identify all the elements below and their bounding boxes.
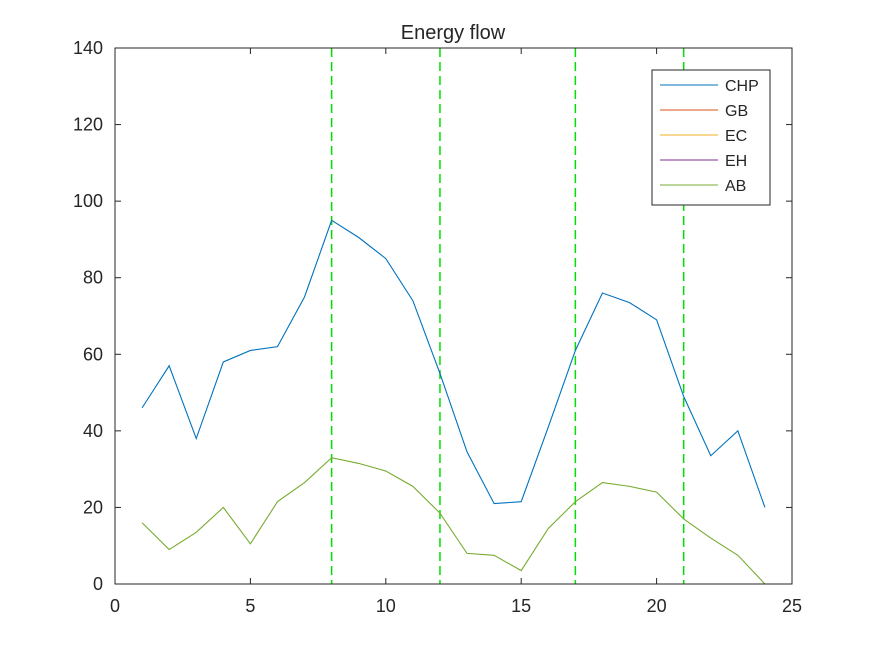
chart-title: Energy flow [401,22,506,44]
y-tick-label: 20 [83,497,103,517]
x-tick-label: 10 [376,596,396,616]
x-tick-label: 20 [647,596,667,616]
series-line-chp [141,219,766,508]
y-tick-label: 40 [83,421,103,441]
x-tick-label: 5 [245,596,255,616]
y-tick-label: 120 [73,115,103,135]
y-tick-label: 100 [73,191,103,211]
axes-box [114,47,793,585]
x-tick-label: 15 [511,596,531,616]
legend-label-eh: EH [725,153,747,170]
y-tick-label: 80 [83,268,103,288]
series-line-ab [141,457,766,585]
x-tick-label: 25 [782,596,802,616]
legend-label-gb: GB [725,103,748,120]
x-tick-label: 0 [110,596,120,616]
y-tick-label: 140 [73,38,103,58]
legend-box [651,69,771,206]
legend: CHP GB EC EH AB [651,69,771,206]
y-tick-label: 60 [83,344,103,364]
legend-label-ec: EC [725,128,747,145]
legend-label-ab: AB [725,178,746,195]
legend-label-chp: CHP [725,78,759,95]
y-tick-label: 0 [93,574,103,594]
plot-area: 0 5 10 15 20 25 0 20 40 60 80 100 120 140 CHP GB EC EH AB [73,38,802,616]
